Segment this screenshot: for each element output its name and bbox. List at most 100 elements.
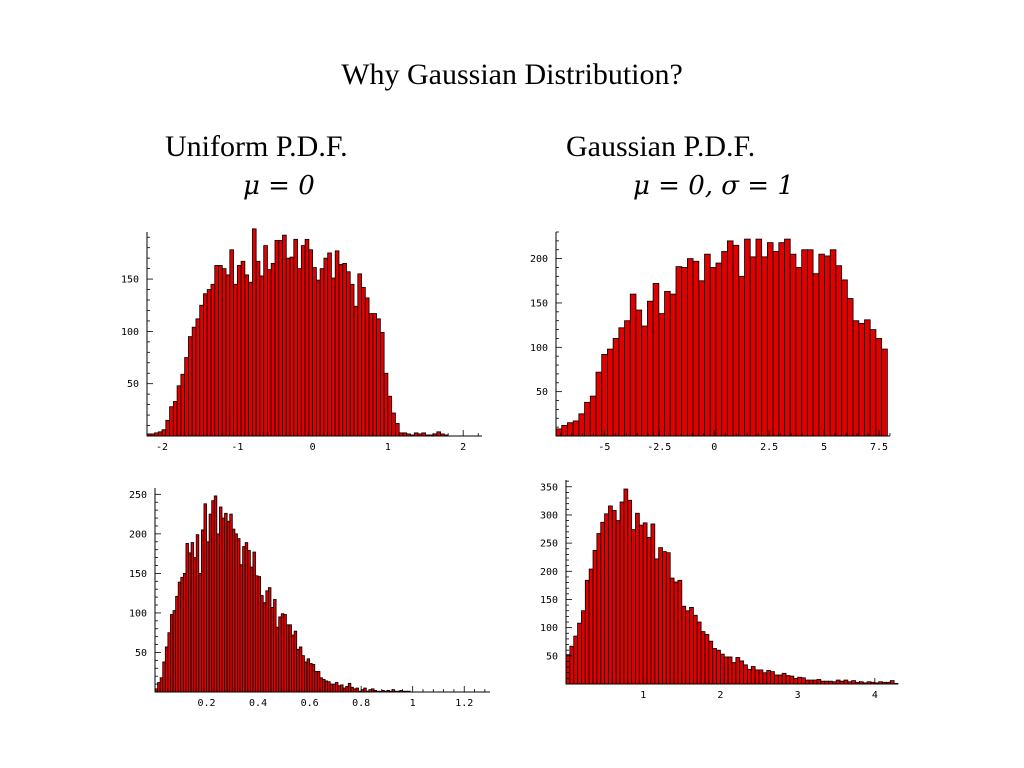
slide-title: Why Gaussian Distribution? <box>341 58 683 91</box>
bar <box>704 253 711 437</box>
bar <box>652 283 660 437</box>
bar <box>750 666 756 685</box>
bar <box>285 257 291 437</box>
bar <box>368 313 374 437</box>
x-tick-label: 1 <box>385 442 391 453</box>
bar <box>327 252 332 437</box>
bar <box>255 260 261 437</box>
bar <box>236 265 242 437</box>
bar <box>263 245 268 437</box>
bar <box>758 669 764 685</box>
bar <box>567 422 574 437</box>
bar <box>654 558 660 685</box>
bar <box>270 262 276 437</box>
bar <box>184 357 189 437</box>
bar <box>383 372 389 437</box>
bar <box>749 256 757 437</box>
bar <box>708 640 714 685</box>
bar <box>721 251 728 437</box>
uniform-param: μ = 0 <box>243 171 315 201</box>
bar <box>259 275 265 437</box>
x-tick-label: 4 <box>872 690 878 701</box>
bar <box>658 313 665 437</box>
bar <box>240 260 246 437</box>
bar <box>180 373 186 437</box>
bar <box>869 329 877 437</box>
bar <box>875 338 883 437</box>
x-tick-label: 2 <box>460 442 466 453</box>
bar <box>589 395 597 437</box>
bar <box>293 238 298 437</box>
bar <box>785 675 791 685</box>
bar <box>858 322 865 437</box>
bar <box>647 300 654 437</box>
bar <box>315 279 321 437</box>
bar <box>646 537 652 685</box>
bar <box>274 239 280 437</box>
bar <box>732 244 740 437</box>
y-tick-label: 100 <box>129 608 147 619</box>
x-tick-label: -2 <box>156 442 168 453</box>
bar <box>555 428 563 437</box>
y-tick-label: 50 <box>127 379 139 390</box>
bar <box>881 348 888 437</box>
bar <box>681 267 688 437</box>
bar <box>673 581 679 685</box>
bar <box>846 298 854 437</box>
y-tick-label: 150 <box>129 569 147 580</box>
bar <box>804 679 810 685</box>
bar <box>214 265 219 437</box>
x-tick-label: 0 <box>310 442 316 453</box>
bar <box>766 242 774 437</box>
bar <box>712 648 717 685</box>
bar <box>738 275 745 437</box>
bar <box>801 677 806 685</box>
bar <box>607 348 614 437</box>
bar <box>793 677 799 685</box>
bar <box>584 579 590 685</box>
bar <box>801 249 808 437</box>
bar <box>581 610 586 685</box>
bar <box>864 319 871 437</box>
bar <box>289 256 295 437</box>
bar <box>233 283 238 437</box>
bar <box>210 283 216 437</box>
y-tick-label: 250 <box>129 490 147 501</box>
bar <box>698 280 705 437</box>
bar <box>349 283 355 437</box>
y-tick-label: 150 <box>530 298 548 309</box>
bar <box>762 672 768 685</box>
bar <box>812 679 818 685</box>
bar <box>704 634 710 685</box>
bar <box>818 253 825 437</box>
bar <box>754 669 760 685</box>
bar <box>781 672 787 685</box>
x-tick-label: 0.2 <box>198 698 216 709</box>
bar <box>169 406 174 437</box>
bar <box>561 424 568 437</box>
bar <box>218 265 223 437</box>
y-tick-label: 50 <box>135 648 147 659</box>
bar <box>278 239 283 437</box>
bar <box>157 431 163 437</box>
bar <box>229 249 234 437</box>
bar <box>372 313 377 437</box>
bar <box>784 238 791 437</box>
bar <box>623 488 629 685</box>
bar <box>304 238 310 437</box>
bar <box>308 249 314 437</box>
x-tick-label: 2.5 <box>760 442 778 453</box>
bar <box>323 257 329 437</box>
bar <box>835 679 841 685</box>
x-tick-label: 2 <box>717 690 723 701</box>
bar <box>716 649 721 685</box>
bar <box>851 680 856 685</box>
bar <box>251 228 257 437</box>
bar <box>743 664 748 685</box>
y-tick-label: 100 <box>121 327 139 338</box>
x-tick-label: 1 <box>640 690 646 701</box>
bar <box>195 318 201 437</box>
y-tick-label: 350 <box>540 482 558 493</box>
bar <box>569 645 575 685</box>
